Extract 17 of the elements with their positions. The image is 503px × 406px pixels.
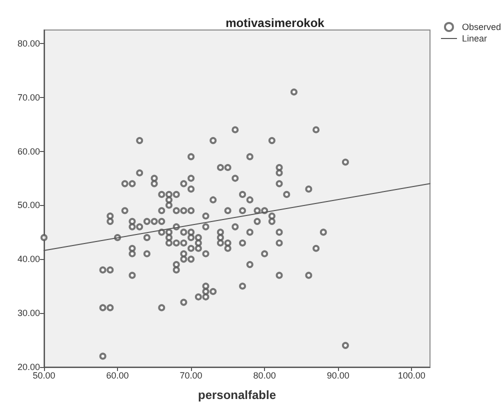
- x-tick-label: 100.00: [398, 370, 426, 380]
- x-tick-label: 60.00: [106, 370, 129, 380]
- y-tick-label: 50.00: [17, 200, 40, 210]
- x-tick-label: 50.00: [32, 370, 56, 380]
- y-tick-label: 40.00: [17, 254, 40, 264]
- legend-label: Observed: [462, 22, 502, 32]
- x-tick-label: 80.00: [253, 370, 276, 380]
- x-tick-label: 70.00: [180, 370, 202, 380]
- x-axis-title: personalfable: [198, 388, 276, 402]
- y-tick-label: 20.00: [17, 362, 40, 372]
- chart-title: motivasimerokok: [226, 16, 325, 30]
- y-tick-label: 30.00: [17, 308, 40, 318]
- x-tick-label: 90.00: [326, 370, 350, 380]
- y-tick-label: 60.00: [17, 146, 40, 156]
- y-tick-label: 80.00: [17, 38, 40, 48]
- y-tick-label: 70.00: [17, 92, 40, 102]
- legend-label: Linear: [462, 34, 488, 44]
